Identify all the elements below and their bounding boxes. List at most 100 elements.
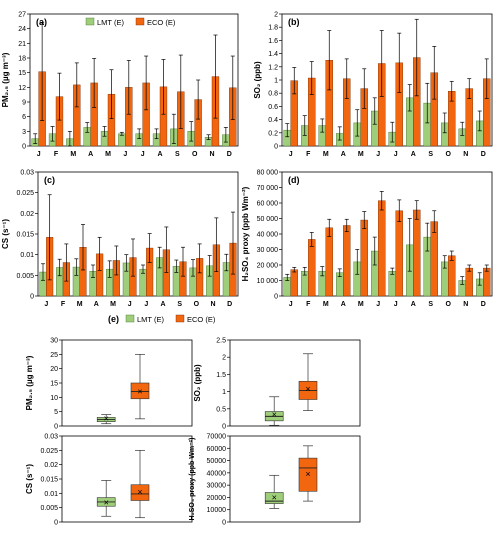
x-tick-label: F <box>306 151 311 158</box>
y-tick-label: 0.02 <box>44 462 58 469</box>
legend-label-lmt: LMT (E) <box>97 18 124 27</box>
y-tick-label: 2 <box>274 12 278 19</box>
y-tick-label: 2.5 <box>216 338 226 345</box>
y-axis-label: H₂SO₄ proxy (ppb Wm⁻²) <box>241 186 250 281</box>
bar-eco <box>360 219 368 297</box>
boxplot-1: 0 5 10 15 20 25 30 PM₂.₅ (µg m⁻³) × × <box>25 338 193 431</box>
panel-label: (b) <box>288 17 300 27</box>
x-tick-label: N <box>209 151 214 158</box>
x-tick-label: J <box>128 301 132 308</box>
bar-eco <box>308 239 316 297</box>
y-tick-label: 0.005 <box>16 273 34 280</box>
y-tick-label: 0.4 <box>268 117 278 124</box>
y-tick-label: 0 <box>22 144 26 151</box>
y-tick-label: 20 000 <box>257 263 279 270</box>
bar-eco <box>343 225 351 297</box>
x-tick-label: M <box>358 301 364 308</box>
x-tick-label: M <box>358 151 364 158</box>
y-axis-label: CS (s⁻¹) <box>25 464 34 494</box>
bar-eco <box>395 210 403 297</box>
y-tick-label: 60 000 <box>257 201 279 208</box>
y-tick-label: 15 <box>50 381 58 388</box>
x-tick-label: J <box>376 151 380 158</box>
y-tick-label: 40 000 <box>257 232 279 239</box>
y-tick-label: 12 <box>18 85 26 92</box>
x-tick-label: M <box>70 151 76 158</box>
y-tick-label: 18 <box>18 56 26 63</box>
x-tick-label: A <box>88 151 93 158</box>
legend-swatch-eco <box>175 314 185 323</box>
y-tick-label: 0 <box>274 294 278 301</box>
y-axis-label: SO₂ (ppb) <box>253 61 262 99</box>
x-tick-label: N <box>463 301 468 308</box>
x-tick-label: O <box>446 151 452 158</box>
x-tick-label: A <box>411 301 416 308</box>
x-tick-label: D <box>227 151 232 158</box>
legend-swatch-lmt <box>125 314 135 323</box>
x-tick-label: J <box>37 151 41 158</box>
panel-label: (c) <box>44 175 55 185</box>
y-tick-label: 10000 <box>207 507 227 514</box>
y-tick-label: 5 <box>54 409 58 416</box>
y-tick-label: 1.4 <box>268 51 278 58</box>
boxplot-2: 0 0.5 1 1.5 2 2.5 SO₂ (ppb) × × <box>193 338 361 431</box>
y-axis-label: H₂SO₄ proxy (ppb Wm⁻²) <box>189 438 196 521</box>
legend-swatch-eco <box>135 17 145 26</box>
x-tick-label: A <box>341 151 346 158</box>
x-tick-label: A <box>160 301 165 308</box>
boxplot-3: 0 0.005 0.01 0.015 0.02 0.025 0.03 CS (s⁻¹) × × <box>25 434 193 527</box>
bar-eco <box>325 227 333 297</box>
y-tick-label: 70000 <box>207 434 227 441</box>
x-tick-label: D <box>481 151 486 158</box>
bar-lmt <box>118 133 126 147</box>
mean-marker-eco: × <box>137 387 142 397</box>
y-tick-label: 0.03 <box>44 434 58 441</box>
y-tick-label: 30000 <box>207 483 227 490</box>
y-tick-label: 9 <box>22 100 26 107</box>
x-tick-label: S <box>428 151 433 158</box>
box-eco <box>130 484 150 501</box>
y-axis-label: SO₂ (ppb) <box>193 364 202 402</box>
plot-frame <box>29 13 239 147</box>
x-tick-label: D <box>481 301 486 308</box>
x-tick-label: N <box>463 151 468 158</box>
y-tick-label: 6 <box>22 114 26 121</box>
plot-frame <box>61 339 193 427</box>
x-tick-label: N <box>210 301 215 308</box>
x-tick-label: O <box>446 301 452 308</box>
x-tick-label: M <box>323 151 329 158</box>
x-tick-label: J <box>144 301 148 308</box>
x-tick-label: M <box>110 301 116 308</box>
x-tick-label: J <box>141 151 145 158</box>
y-tick-label: 20 <box>50 366 58 373</box>
y-tick-label: 70 000 <box>257 185 279 192</box>
y-tick-label: 0 <box>222 520 226 527</box>
y-tick-label: 20000 <box>207 495 227 502</box>
y-axis-label: PM₂.₅ (µg m⁻³) <box>1 52 10 107</box>
y-tick-label: 3 <box>22 129 26 136</box>
mean-marker-lmt: × <box>272 410 277 420</box>
mean-marker-eco: × <box>305 469 310 479</box>
y-tick-label: 1.5 <box>216 372 226 379</box>
bar-eco <box>290 269 298 297</box>
legend-swatch-lmt <box>85 17 95 26</box>
y-tick-label: 1 <box>274 78 278 85</box>
x-tick-label: J <box>289 301 293 308</box>
y-tick-label: 0.025 <box>40 448 58 455</box>
bar-eco <box>378 200 386 297</box>
y-tick-label: 0 <box>274 144 278 151</box>
y-tick-label: 0 <box>54 424 58 431</box>
x-tick-label: S <box>428 301 433 308</box>
y-axis-label: CS (s⁻¹) <box>1 219 10 249</box>
x-tick-label: A <box>157 151 162 158</box>
x-tick-label: J <box>376 301 380 308</box>
y-tick-label: 50 000 <box>257 216 279 223</box>
y-tick-label: 40000 <box>207 470 227 477</box>
bar-eco <box>413 209 421 297</box>
plot-frame <box>61 435 193 523</box>
y-tick-label: 0.015 <box>16 232 34 239</box>
bar-eco <box>483 267 491 297</box>
box-lmt <box>264 492 284 504</box>
y-tick-label: 80 000 <box>257 170 279 177</box>
